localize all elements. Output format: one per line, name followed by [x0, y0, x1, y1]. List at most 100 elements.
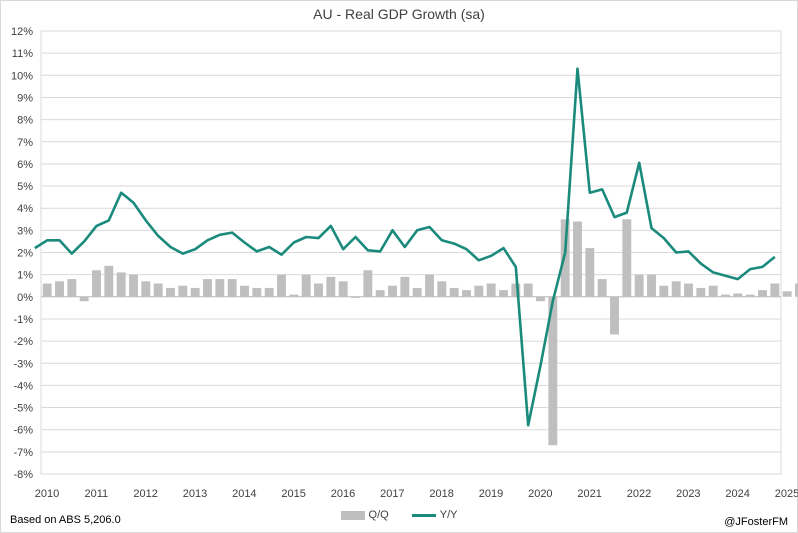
qq-bar	[684, 283, 693, 297]
y-tick-label: 10%	[11, 70, 33, 82]
x-tick-label: 2021	[577, 488, 601, 500]
qq-bar	[178, 285, 188, 297]
qq-bar	[227, 279, 237, 297]
qq-bar	[437, 281, 447, 297]
qq-bar	[708, 285, 718, 297]
y-tick-label: 4%	[17, 203, 33, 215]
qq-bar	[523, 283, 533, 297]
x-tick-label: 2016	[331, 488, 355, 500]
y-tick-label: 0%	[17, 292, 33, 304]
qq-bar	[499, 290, 508, 297]
qq-bar	[560, 219, 570, 297]
qq-bar	[166, 287, 175, 297]
y-tick-label: -8%	[13, 469, 33, 481]
x-tick-label: 2013	[183, 488, 207, 500]
y-tick-label: -6%	[13, 425, 33, 437]
qq-bar	[252, 287, 262, 297]
y-tick-label: 9%	[17, 92, 33, 104]
y-tick-label: 12%	[11, 26, 33, 38]
legend-item-yy: Y/Y	[411, 509, 458, 522]
legend: Q/Q Y/Y	[0, 509, 798, 525]
qq-bar	[55, 281, 64, 297]
legend-label-yy: Y/Y	[439, 509, 458, 522]
y-tick-label: 5%	[17, 181, 33, 193]
qq-bar	[264, 287, 274, 297]
qq-bar	[412, 287, 422, 297]
x-tick-label: 2014	[232, 488, 256, 500]
qq-bar	[301, 274, 311, 297]
qq-bar	[326, 276, 336, 297]
qq-bar	[721, 294, 730, 297]
qq-bar	[548, 296, 558, 446]
qq-bar	[425, 274, 434, 297]
qq-bar	[634, 274, 644, 297]
qq-bar	[733, 293, 743, 297]
qq-bar	[782, 291, 792, 297]
qq-bar	[770, 283, 780, 297]
qq-bar	[400, 276, 410, 297]
qq-bar	[622, 219, 632, 297]
legend-swatch-bar	[340, 510, 365, 520]
qq-bar	[597, 279, 607, 297]
x-tick-label: 2015	[281, 488, 305, 500]
qq-bar	[92, 270, 101, 297]
y-tick-label: 8%	[17, 115, 33, 127]
qq-bar	[215, 279, 225, 297]
qq-bar	[696, 287, 706, 297]
qq-bar	[141, 281, 151, 297]
qq-bar	[190, 287, 200, 297]
x-tick-label: 2018	[429, 488, 453, 500]
qq-bar	[116, 272, 126, 297]
qq-bar	[486, 283, 496, 297]
source-note: Based on ABS 5,206.0	[10, 514, 121, 526]
y-tick-label: 2%	[17, 248, 33, 260]
x-tick-label: 2019	[479, 488, 503, 500]
qq-bar	[203, 279, 212, 297]
x-tick-label: 2020	[528, 488, 552, 500]
y-tick-label: 1%	[17, 270, 33, 282]
y-tick-label: -4%	[13, 380, 33, 392]
chart-title: AU - Real GDP Growth (sa)	[313, 6, 485, 22]
qq-bar	[42, 283, 52, 297]
y-tick-label: 7%	[17, 137, 33, 149]
y-tick-label: 6%	[17, 159, 33, 171]
yy-line	[34, 67, 776, 427]
qq-bar	[585, 248, 595, 297]
legend-swatch-line	[411, 513, 436, 517]
qq-bar	[79, 296, 89, 302]
y-tick-label: -2%	[13, 336, 33, 348]
qq-bar	[375, 290, 385, 297]
y-tick-label: 3%	[17, 225, 33, 237]
qq-bar	[758, 290, 767, 297]
plot-area: -8% -7% -6% -5% -4% -3% -2% -1% 0% 1% 2% 3% 4% 5% 6% 7%…	[11, 26, 798, 500]
qq-bar	[338, 281, 348, 297]
qq-bar	[745, 294, 755, 297]
x-tick-label: 2024	[725, 488, 749, 500]
qq-bar	[511, 283, 521, 297]
y-tick-label: -3%	[13, 358, 33, 370]
qq-bar	[795, 283, 798, 297]
y-tick-label: 11%	[12, 48, 33, 60]
qq-bar	[67, 279, 77, 297]
y-tick-label: -1%	[13, 314, 33, 326]
x-tick-label: 2012	[133, 488, 157, 500]
qq-bar	[462, 290, 471, 297]
qq-bar	[363, 270, 373, 297]
y-tick-label: -7%	[13, 447, 33, 459]
x-tick-label: 2017	[380, 488, 404, 500]
qq-bar	[289, 294, 299, 297]
qq-bar	[240, 285, 249, 297]
qq-bar	[129, 274, 138, 297]
legend-item-qq: Q/Q	[340, 509, 389, 522]
legend-label-qq: Q/Q	[368, 509, 389, 522]
qq-bar	[104, 265, 114, 297]
x-tick-label: 2025	[775, 488, 798, 500]
x-tick-label: 2010	[35, 488, 59, 500]
qq-bar	[314, 283, 323, 297]
x-tick-label: 2011	[85, 488, 109, 500]
qq-bar	[474, 285, 484, 297]
qq-bar	[153, 283, 163, 297]
qq-bar	[659, 285, 669, 297]
qq-bar	[449, 287, 459, 297]
